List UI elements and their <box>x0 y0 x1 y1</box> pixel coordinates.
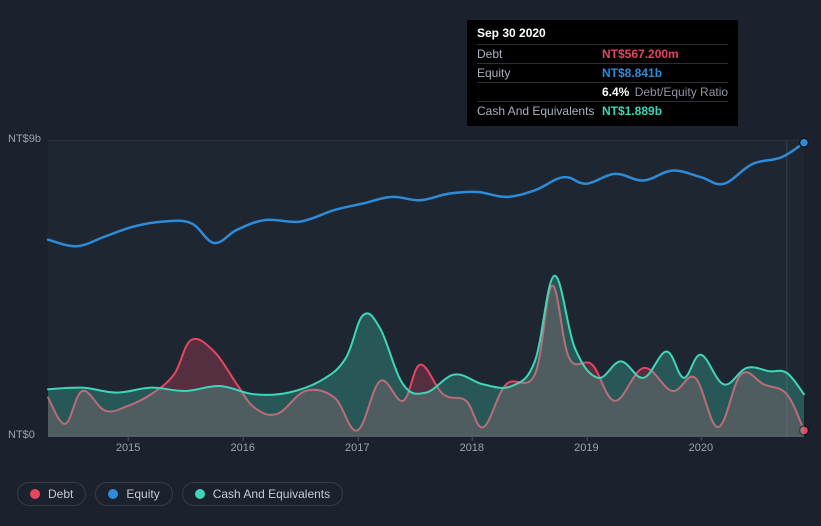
x-axis-tick: 2020 <box>689 442 713 454</box>
tooltip-row-value: NT$567.200m <box>602 47 679 61</box>
x-axis-tick: 2016 <box>230 442 254 454</box>
tooltip-row-label: Cash And Equivalents <box>477 104 602 118</box>
x-axis-tick: 2019 <box>574 442 598 454</box>
chart-legend: Debt Equity Cash And Equivalents <box>17 482 343 506</box>
chart-svg <box>48 141 804 437</box>
y-axis-tick: NT$9b <box>8 133 41 145</box>
legend-dot-icon <box>195 489 205 499</box>
legend-dot-icon <box>30 489 40 499</box>
chart-tooltip: Sep 30 2020 DebtNT$567.200mEquityNT$8.84… <box>467 20 738 126</box>
x-axis-tick: 2015 <box>116 442 140 454</box>
legend-dot-icon <box>108 489 118 499</box>
legend-item[interactable]: Cash And Equivalents <box>182 482 343 506</box>
series-area <box>48 276 804 437</box>
legend-label: Equity <box>126 487 159 501</box>
tooltip-row-label: Debt <box>477 47 602 61</box>
tooltip-row-label: Equity <box>477 66 602 80</box>
legend-label: Debt <box>48 487 73 501</box>
series-line <box>48 143 804 247</box>
legend-label: Cash And Equivalents <box>213 487 330 501</box>
x-axis-tick: 2017 <box>345 442 369 454</box>
tooltip-row: 6.4% Debt/Equity Ratio <box>477 82 728 101</box>
tooltip-row-value: NT$8.841b <box>602 66 662 80</box>
tooltip-row: DebtNT$567.200m <box>477 44 728 63</box>
tooltip-title: Sep 30 2020 <box>477 26 728 40</box>
legend-item[interactable]: Debt <box>17 482 86 506</box>
y-axis-tick: NT$0 <box>8 429 35 441</box>
x-axis-tick: 2018 <box>460 442 484 454</box>
tooltip-row: Cash And EquivalentsNT$1.889b <box>477 101 728 120</box>
series-end-marker <box>800 138 809 147</box>
x-axis-labels: 2015 2016 2017 2018 2019 2020 <box>48 442 804 462</box>
legend-item[interactable]: Equity <box>95 482 172 506</box>
chart-plot-area[interactable] <box>48 140 804 436</box>
tooltip-row-value: 6.4% Debt/Equity Ratio <box>602 85 728 99</box>
tooltip-row: EquityNT$8.841b <box>477 63 728 82</box>
tooltip-row-label <box>477 85 602 99</box>
tooltip-row-value: NT$1.889b <box>602 104 662 118</box>
